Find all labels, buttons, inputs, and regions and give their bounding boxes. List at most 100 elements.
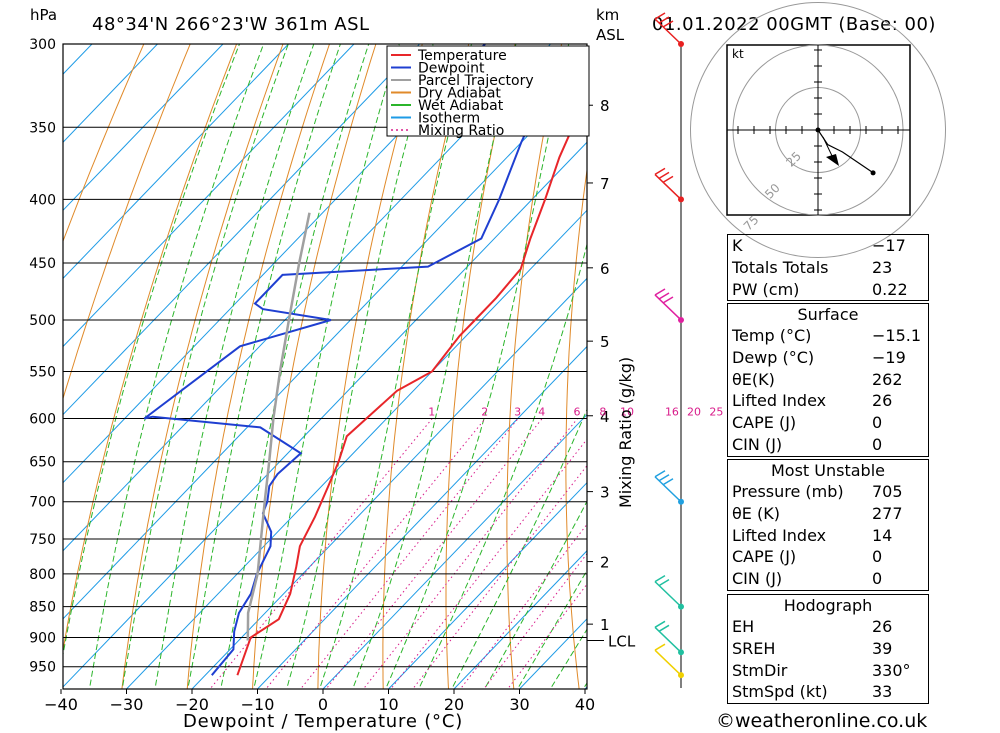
hodo-row: StmSpd (kt) 33 [728, 681, 928, 703]
mixing-ratio-label: 8 [599, 405, 606, 418]
dry-adiabat-line [933, 26, 1000, 695]
dry-adiabat-line [382, 44, 470, 689]
isotherm-line [0, 44, 26, 689]
row-value: 33 [872, 682, 893, 702]
isotherm-line [63, 73, 587, 620]
row-label: Lifted Index [732, 525, 827, 545]
index-row: Totals Totals 23 [728, 257, 928, 279]
km-tick-label: 3 [600, 484, 610, 502]
pressure-tick-label: 600 [29, 411, 56, 427]
pressure-tick-label: 500 [29, 313, 56, 329]
location-title: 48°34'N 266°23'W 361m ASL [92, 14, 370, 35]
wind-barb-flag [658, 171, 670, 180]
dry-adiabat-lines [63, 26, 1000, 695]
wet-adiabat-line [121, 44, 289, 689]
mixing-ratio-line [390, 438, 587, 689]
wind-barb-flag [662, 478, 674, 486]
x-tick-label: 20 [444, 695, 464, 714]
wet-adiabat-line [385, 44, 570, 689]
km-tick-label: 7 [600, 175, 610, 193]
isotherm-line [63, 44, 158, 143]
pressure-tick-label: 400 [29, 192, 56, 208]
row-label: Temp (°C) [732, 326, 812, 345]
wind-barb-flag [654, 12, 666, 20]
row-label: StmSpd (kt) [732, 682, 828, 702]
surface-row: CIN (J) 0 [728, 434, 928, 456]
row-value: 0 [872, 569, 883, 589]
index-row: PW (cm) 0.22 [728, 279, 928, 301]
mixing-ratio-label: 10 [620, 405, 634, 418]
wind-barb-flag [654, 574, 666, 583]
pressure-axis: 300 350 400 450 500 550 600 650 700 750 800 850 900 9… [29, 37, 56, 676]
hodograph-title: Hodograph [783, 596, 873, 615]
pressure-tick-label: 700 [29, 495, 56, 511]
datetime-title: 01.01.2022 00GMT (Base: 00) [652, 14, 936, 35]
surface-row: Temp (°C) −15.1 [728, 325, 928, 347]
wet-adiabat-line [154, 44, 315, 689]
row-label: θE (K) [732, 503, 780, 523]
mixing-ratio-label: 16 [665, 405, 679, 418]
isotherm-line [63, 44, 289, 280]
wet-adiabat-line [187, 44, 341, 689]
copyright-text[interactable]: ©weatheronline.co.uk [716, 710, 928, 732]
km-tick-label: 2 [600, 554, 610, 572]
wind-barb-flag [654, 288, 666, 296]
parcel-trajectory-line [246, 212, 311, 641]
mixing-ratio-labels: 1 2 3 4 6 8 10 16 20 25 [428, 405, 723, 418]
hodograph-unit-label: kt [732, 47, 744, 61]
surface-row: Lifted Index 26 [728, 390, 928, 412]
wind-barb-flag [662, 296, 674, 304]
wind-barb-flag [654, 167, 666, 176]
row-value: 705 [872, 482, 903, 501]
x-tick-label: 40 [575, 695, 595, 714]
surface-row: CAPE (J) 0 [728, 412, 928, 434]
row-label: Pressure (mb) [732, 482, 844, 501]
mu-row: θE (K) 277 [728, 503, 928, 525]
isobar-lines [63, 44, 587, 668]
row-value: −19 [872, 347, 906, 367]
index-row: K −17 [728, 235, 928, 257]
mu-row: Pressure (mb) 705 [728, 481, 928, 503]
isotherm-line [63, 44, 551, 552]
hodograph-table: Hodograph EH 26 SREH 39 StmDir 330° StmSpd … [727, 594, 929, 705]
pressure-tick-label: 350 [29, 120, 56, 136]
pressure-tick-label: 750 [29, 532, 56, 548]
km-tick-label: 1 [600, 616, 610, 634]
wet-adiabat-line [451, 408, 587, 689]
mu-row: Lifted Index 14 [728, 525, 928, 547]
wind-barb-flag [662, 20, 674, 28]
mixing-ratio-line [325, 418, 543, 689]
wind-barb-flag [654, 620, 666, 628]
plot-area [0, 26, 1000, 695]
row-label: CAPE (J) [732, 547, 797, 567]
dry-adiabat-line [317, 44, 423, 689]
wet-adiabat-line [418, 242, 587, 689]
pressure-tick-label: 850 [29, 600, 56, 616]
height-axis: 1 2 3 4 5 6 7 8 LCL [587, 97, 636, 651]
hodograph-end-point [870, 170, 876, 176]
mixing-ratio-line [299, 418, 519, 689]
dry-adiabat-line [63, 44, 191, 401]
row-label: SREH [732, 638, 776, 658]
row-value: 0.22 [872, 279, 908, 299]
indices-table: K −17 Totals Totals 23 PW (cm) 0.22 [727, 234, 929, 302]
isotherm-line [257, 345, 587, 689]
pressure-tick-label: 450 [29, 256, 56, 272]
km-tick-label: 6 [600, 260, 610, 278]
wind-barb-flag [658, 578, 670, 587]
row-label: K [732, 236, 743, 255]
dry-adiabat-line [186, 44, 331, 689]
dry-adiabat-line [63, 44, 145, 243]
wet-adiabat-line [88, 44, 265, 689]
row-label: θE(K) [732, 369, 775, 389]
x-tick-label: 30 [509, 695, 529, 714]
row-value: −17 [872, 236, 906, 255]
isotherm-line [63, 141, 587, 688]
wind-barb-flag [662, 175, 674, 184]
isotherm-line [453, 550, 587, 689]
dry-adiabat-line [121, 44, 284, 689]
km-tick-label: 4 [600, 408, 610, 426]
legend-label: Parcel Trajectory [418, 73, 534, 89]
legend-label: Wet Adiabat [418, 98, 504, 114]
